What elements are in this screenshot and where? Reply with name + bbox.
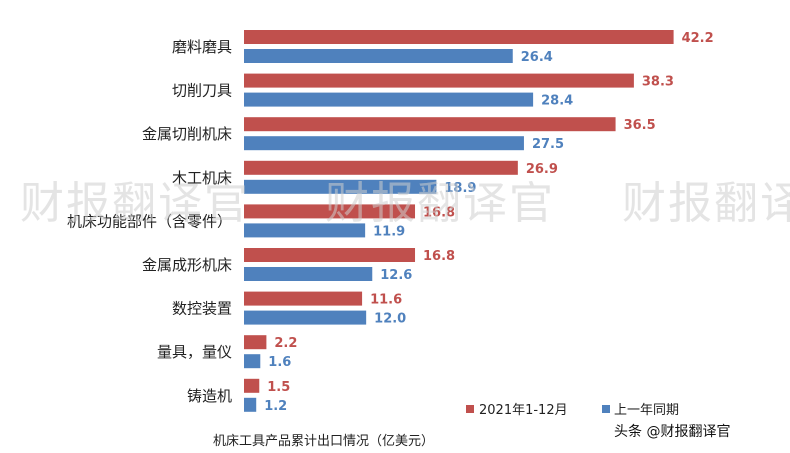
category-label: 金属成形机床 (142, 256, 232, 274)
watermark-text-2: 财报翻译官 (325, 178, 555, 229)
bar-prior-year (244, 267, 373, 281)
category-label: 数控装置 (172, 300, 232, 318)
value-label-2021: 36.5 (624, 118, 656, 133)
legend-swatch-2021 (466, 405, 474, 413)
legend-label-2021: 2021年1-12月 (479, 403, 568, 418)
bar-prior-year (244, 136, 524, 151)
bar-prior-year (244, 179, 437, 194)
watermark-text-3: 财报翻译 (622, 178, 790, 229)
value-label-prior-year: 12.6 (380, 268, 412, 283)
legend-swatch-prior-year (602, 405, 610, 413)
category-label: 机床功能部件（含零件） (67, 212, 232, 230)
value-label-2021: 2.2 (274, 336, 297, 351)
bar-prior-year (244, 223, 366, 238)
category-label: 切削刀具 (172, 82, 232, 100)
watermark-text-1: 财报翻译官 (20, 178, 250, 229)
value-label-2021: 11.6 (370, 293, 402, 308)
value-label-prior-year: 27.5 (532, 137, 564, 152)
value-label-prior-year: 18.9 (444, 181, 476, 196)
x-axis-title: 机床工具产品累计出口情况（亿美元） (213, 434, 434, 449)
category-label: 金属切削机床 (142, 125, 232, 143)
bar-2021 (244, 30, 674, 44)
bar-2021 (244, 160, 518, 175)
category-label: 铸造机 (187, 387, 232, 405)
labels-layer: 磨料磨具 42.2 26.4 切削刀具 38.3 28.4 金属切削机床 36.5 27.5 木工… (67, 31, 714, 414)
watermark: 财报翻译官 财报翻译官 财报翻译 (20, 178, 790, 229)
value-label-prior-year: 28.4 (541, 94, 573, 109)
bar-prior-year (244, 310, 367, 325)
category-label: 量具，量仪 (157, 343, 232, 361)
value-label-prior-year: 12.0 (374, 312, 406, 327)
value-label-prior-year: 11.9 (373, 224, 405, 239)
source-credit: 头条 @财报翻译官 (614, 423, 730, 440)
value-label-prior-year: 26.4 (521, 50, 553, 65)
bar-prior-year (244, 397, 257, 412)
value-label-2021: 16.8 (423, 205, 455, 220)
legend: 2021年1-12月 上一年同期 (466, 403, 679, 418)
bar-2021 (244, 73, 634, 88)
value-label-prior-year: 1.6 (268, 355, 291, 370)
category-label: 木工机床 (172, 169, 232, 187)
bar-2021 (244, 335, 267, 350)
value-label-2021: 42.2 (682, 31, 714, 46)
value-label-2021: 38.3 (642, 75, 674, 90)
legend-label-prior-year: 上一年同期 (614, 403, 679, 418)
bar-prior-year (244, 92, 534, 107)
bar-2021 (244, 204, 416, 219)
bar-2021 (244, 291, 363, 306)
value-label-prior-year: 1.2 (264, 399, 287, 414)
value-label-2021: 16.8 (423, 249, 455, 264)
bar-prior-year (244, 354, 261, 369)
value-label-2021: 1.5 (267, 380, 290, 395)
bar-2021 (244, 117, 616, 132)
bar-2021 (244, 248, 416, 262)
bars-layer (244, 30, 674, 412)
bar-2021 (244, 378, 260, 393)
value-label-2021: 26.9 (526, 162, 558, 177)
bar-prior-year (244, 49, 513, 63)
category-label: 磨料磨具 (172, 38, 232, 56)
